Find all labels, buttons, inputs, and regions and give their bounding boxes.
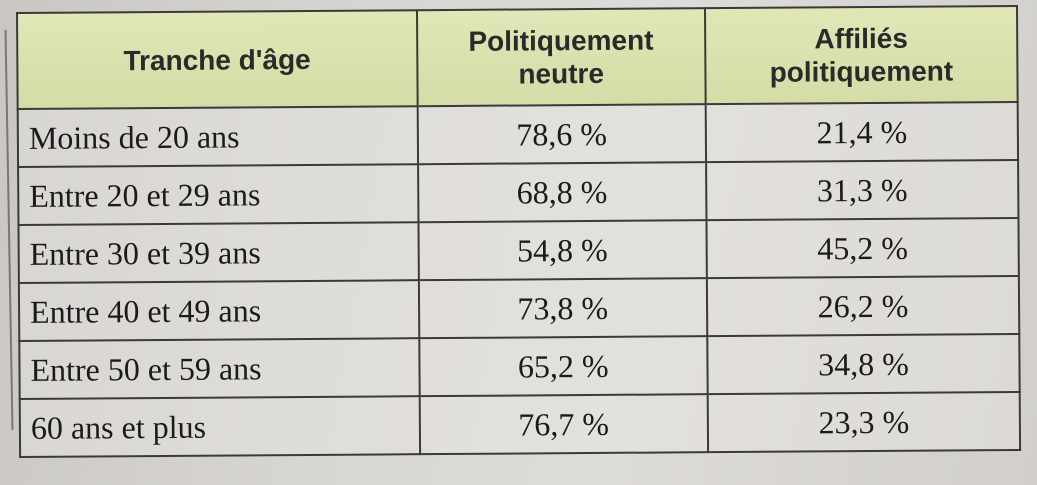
table-row: 60 ans et plus 76,7 % 23,3 % (19, 392, 1021, 457)
header-affilies: Affiliés politiquement (704, 6, 1018, 105)
cell-age: Entre 40 et 49 ans (18, 280, 419, 341)
cell-neutre: 78,6 % (417, 104, 707, 165)
header-age-label: Tranche d'âge (123, 43, 311, 76)
cell-age: 60 ans et plus (19, 396, 420, 457)
header-neutre-line1: Politiquement (468, 24, 654, 57)
age-political-table: Tranche d'âge Politiquement neutre Affil… (16, 5, 1022, 458)
cell-age: Entre 30 et 39 ans (18, 222, 419, 283)
table-header: Tranche d'âge Politiquement neutre Affil… (17, 6, 1018, 109)
cell-neutre: 54,8 % (417, 220, 707, 281)
cell-age: Moins de 20 ans (17, 106, 418, 167)
table-container: Tranche d'âge Politiquement neutre Affil… (16, 5, 1025, 472)
cell-affilies: 34,8 % (707, 334, 1020, 395)
cell-affilies: 21,4 % (705, 102, 1019, 163)
cell-affilies: 31,3 % (706, 160, 1019, 221)
header-age: Tranche d'âge (17, 10, 418, 109)
cell-neutre: 65,2 % (418, 336, 708, 397)
table-row: Entre 20 et 29 ans 68,8 % 31,3 % (18, 160, 1019, 225)
cell-age: Entre 50 et 59 ans (19, 338, 420, 399)
cell-neutre: 68,8 % (417, 162, 707, 223)
table-row: Moins de 20 ans 78,6 % 21,4 % (17, 102, 1019, 167)
cell-affilies: 23,3 % (707, 392, 1021, 453)
cell-affilies: 26,2 % (706, 276, 1020, 337)
table-row: Entre 30 et 39 ans 54,8 % 45,2 % (18, 218, 1019, 283)
cell-age: Entre 20 et 29 ans (18, 164, 418, 225)
table-row: Entre 40 et 49 ans 73,8 % 26,2 % (18, 276, 1020, 341)
header-affilies-line2: politiquement (769, 55, 954, 88)
cell-affilies: 45,2 % (706, 218, 1019, 279)
cell-neutre: 73,8 % (418, 278, 708, 339)
page-edge-line (4, 30, 14, 430)
table-row: Entre 50 et 59 ans 65,2 % 34,8 % (19, 334, 1020, 399)
header-neutre-line2: neutre (518, 57, 605, 90)
header-affilies-line1: Affiliés (814, 22, 908, 55)
table-body: Moins de 20 ans 78,6 % 21,4 % Entre 20 e… (17, 102, 1021, 457)
cell-neutre: 76,7 % (419, 394, 709, 455)
header-neutre: Politiquement neutre (416, 8, 706, 107)
header-row: Tranche d'âge Politiquement neutre Affil… (17, 6, 1018, 109)
